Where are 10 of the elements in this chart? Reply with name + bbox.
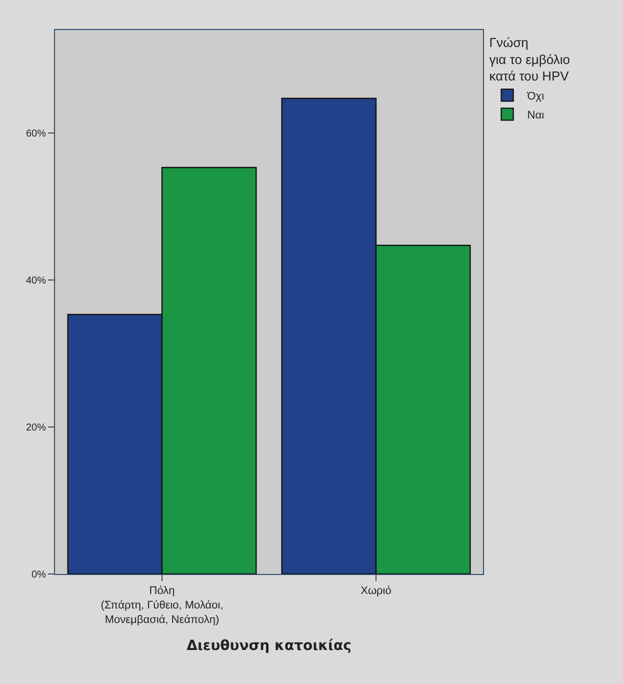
y-tick-label: 20% (26, 422, 46, 434)
y-tick-label: 0% (32, 570, 46, 580)
legend-label: Ναι (527, 109, 545, 122)
y-tick-label: 40% (26, 275, 46, 286)
x-tick-label: Πόλη (Σπάρτη, Γύθειο, Μολάοι, Μονεμβασιά, Νεάπολη) (100, 585, 224, 626)
legend-title: Γνώση για το εμβόλιο κατά του HPV (489, 34, 570, 84)
y-tick-label: 60% (26, 128, 46, 140)
x-tick-label: Χωριό (360, 585, 392, 598)
x-axis-title: Διευθυνση κατοικίας (186, 638, 352, 654)
legend-label: Όχι (526, 90, 545, 102)
